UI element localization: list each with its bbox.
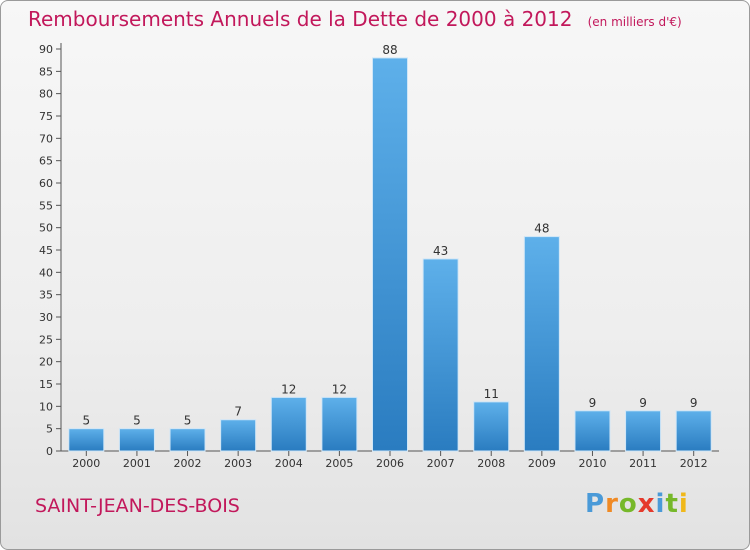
- y-tick-label: 60: [39, 177, 53, 190]
- x-tick-label: 2006: [376, 457, 404, 470]
- bar: [270, 396, 307, 452]
- bar: [422, 258, 459, 452]
- y-tick-label: 25: [39, 333, 53, 346]
- bar: [372, 57, 408, 452]
- logo-letter: r: [605, 489, 619, 519]
- data-label: 12: [332, 382, 347, 396]
- logo-letter: i: [678, 489, 689, 519]
- y-tick-label: 55: [39, 199, 53, 212]
- bar: [675, 410, 712, 452]
- logo-letter: x: [637, 489, 656, 519]
- y-tick-label: 70: [39, 132, 53, 145]
- y-tick-label: 85: [39, 65, 53, 78]
- commune-name: SAINT-JEAN-DES-BOIS: [35, 495, 240, 517]
- y-tick-label: 0: [46, 445, 53, 458]
- logo-letter: t: [665, 489, 679, 519]
- x-tick-label: 2007: [427, 457, 455, 470]
- bar: [625, 410, 662, 452]
- y-tick-label: 5: [46, 423, 53, 436]
- chart-title-block: Remboursements Annuels de la Dette de 20…: [28, 7, 682, 31]
- x-tick-label: 2012: [680, 457, 708, 470]
- x-tick-label: 2002: [174, 457, 202, 470]
- y-tick-label: 75: [39, 110, 53, 123]
- bar: [118, 428, 155, 452]
- y-tick-label: 40: [39, 266, 53, 279]
- data-label: 9: [639, 396, 647, 410]
- y-tick-label: 50: [39, 222, 53, 235]
- y-tick-label: 10: [39, 400, 53, 413]
- x-tick-label: 2004: [275, 457, 303, 470]
- y-tick-label: 35: [39, 289, 53, 302]
- logo-letter: i: [655, 489, 666, 519]
- x-tick-label: 2010: [578, 457, 606, 470]
- x-tick-label: 2003: [224, 457, 252, 470]
- bar: [68, 428, 105, 452]
- data-label: 7: [234, 405, 242, 419]
- x-tick-label: 2009: [528, 457, 556, 470]
- x-tick-label: 2000: [72, 457, 100, 470]
- y-tick-label: 90: [39, 43, 53, 56]
- x-tick-label: 2005: [325, 457, 353, 470]
- data-label: 43: [433, 244, 448, 258]
- data-label: 11: [484, 387, 499, 401]
- y-tick-label: 80: [39, 88, 53, 101]
- data-label: 12: [281, 382, 296, 396]
- chart-unit-note: (en milliers d'€): [587, 15, 682, 29]
- data-label: 5: [184, 414, 192, 428]
- chart-title: Remboursements Annuels de la Dette de 20…: [28, 7, 573, 31]
- bar: [169, 428, 206, 452]
- bar: [523, 236, 560, 452]
- logo-letter: o: [618, 489, 638, 519]
- y-tick-label: 30: [39, 311, 53, 324]
- y-tick-label: 65: [39, 155, 53, 168]
- data-label: 48: [534, 222, 549, 236]
- bar: [220, 419, 257, 452]
- bar: [473, 401, 510, 452]
- data-label: 88: [382, 43, 397, 57]
- proxiti-logo: Proxiti: [585, 489, 689, 519]
- y-tick-label: 45: [39, 244, 53, 257]
- y-tick-label: 20: [39, 356, 53, 369]
- x-tick-label: 2001: [123, 457, 151, 470]
- data-label: 9: [690, 396, 698, 410]
- y-tick-label: 15: [39, 378, 53, 391]
- data-label: 5: [133, 414, 141, 428]
- bar: [574, 410, 611, 452]
- logo-letter: P: [585, 489, 606, 519]
- x-tick-label: 2011: [629, 457, 657, 470]
- data-label: 5: [82, 414, 90, 428]
- data-label: 9: [589, 396, 597, 410]
- bar: [321, 396, 358, 452]
- x-tick-label: 2008: [477, 457, 505, 470]
